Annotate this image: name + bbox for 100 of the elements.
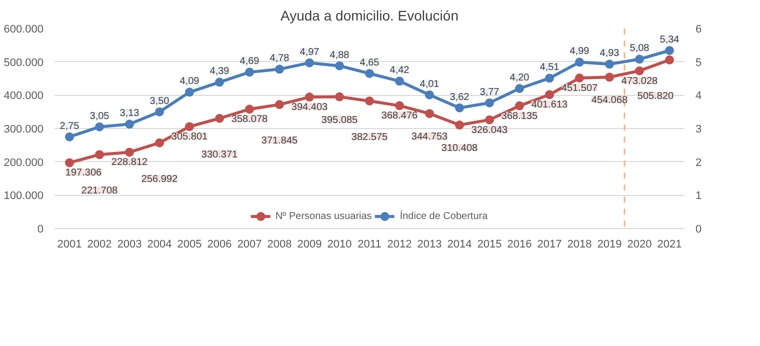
data-label: 4,78 bbox=[270, 53, 290, 64]
data-label: 2,75 bbox=[60, 120, 80, 132]
y2-tick-label: 5 bbox=[696, 56, 702, 69]
point bbox=[245, 68, 254, 77]
data-label: 344.753 bbox=[411, 132, 448, 143]
point bbox=[275, 64, 284, 74]
x-tick-label: 2008 bbox=[267, 238, 292, 250]
x-tick-label: 2013 bbox=[417, 238, 442, 250]
point bbox=[575, 74, 584, 82]
data-label: 395.085 bbox=[321, 114, 358, 126]
point bbox=[455, 120, 464, 130]
point bbox=[515, 84, 524, 93]
data-label: 4,51 bbox=[540, 62, 560, 74]
data-label: 228.812 bbox=[111, 157, 148, 168]
data-label: 4,99 bbox=[570, 46, 590, 58]
point bbox=[545, 74, 554, 83]
data-label: 326.043 bbox=[471, 124, 508, 136]
data-label: 4,69 bbox=[240, 56, 260, 68]
data-label: 305.801 bbox=[171, 132, 208, 143]
data-label: 3,62 bbox=[450, 92, 470, 103]
point bbox=[65, 158, 74, 168]
data-label: 368.476 bbox=[381, 110, 418, 122]
y2-tick-label: 1 bbox=[696, 190, 702, 202]
data-label: 454.068 bbox=[591, 95, 628, 106]
x-tick-label: 2006 bbox=[207, 238, 232, 250]
point bbox=[605, 72, 614, 82]
point bbox=[275, 100, 284, 110]
data-label: 505.820 bbox=[637, 90, 674, 102]
data-label: 221.708 bbox=[81, 186, 118, 197]
y-tick-label: 500.000 bbox=[4, 56, 44, 69]
x-tick-label: 2005 bbox=[177, 238, 202, 250]
y-tick-label: 400.000 bbox=[4, 90, 44, 102]
data-label: 256.992 bbox=[141, 174, 178, 185]
x-tick-label: 2015 bbox=[477, 238, 502, 250]
x-tick-label: 2007 bbox=[237, 238, 262, 250]
data-label: 382.575 bbox=[351, 132, 388, 143]
point bbox=[455, 103, 464, 112]
data-label: 3,77 bbox=[480, 86, 500, 98]
point bbox=[245, 104, 254, 114]
y2-tick-label: 6 bbox=[696, 24, 702, 36]
data-label: 473.028 bbox=[621, 76, 658, 87]
x-tick-label: 2021 bbox=[657, 238, 682, 250]
point bbox=[185, 122, 194, 132]
x-tick-label: 2012 bbox=[387, 238, 412, 250]
data-label: 368.135 bbox=[501, 110, 538, 122]
point bbox=[485, 115, 494, 124]
data-label: 330.371 bbox=[201, 149, 238, 160]
y2-tick-label: 3 bbox=[696, 124, 702, 136]
point bbox=[395, 101, 404, 110]
point bbox=[425, 109, 434, 118]
y2-tick-label: 4 bbox=[696, 90, 702, 102]
point bbox=[125, 120, 134, 129]
data-label: 4,09 bbox=[180, 76, 200, 88]
x-tick-label: 2019 bbox=[597, 238, 622, 250]
point bbox=[305, 92, 314, 102]
x-tick-label: 2002 bbox=[87, 238, 112, 250]
point bbox=[395, 76, 404, 86]
x-tick-label: 2004 bbox=[147, 238, 172, 250]
point bbox=[635, 66, 644, 76]
y-tick-label: 0 bbox=[37, 224, 44, 236]
point bbox=[95, 150, 104, 160]
data-label: 3,13 bbox=[120, 108, 140, 120]
data-label: 3,50 bbox=[150, 96, 170, 107]
y2-tick-label: 2 bbox=[696, 156, 702, 169]
data-label: 394.403 bbox=[291, 102, 328, 114]
point bbox=[215, 114, 224, 123]
y-tick-label: 600.000 bbox=[4, 24, 44, 36]
data-label: 4,93 bbox=[600, 48, 620, 60]
data-label: 4,01 bbox=[420, 78, 440, 90]
data-label: 4,97 bbox=[300, 46, 320, 58]
y2-tick-label: 0 bbox=[696, 224, 702, 236]
x-tick-label: 2014 bbox=[447, 238, 472, 250]
x-tick-label: 2010 bbox=[327, 238, 352, 250]
y-tick-label: 200.000 bbox=[4, 156, 44, 169]
x-tick-label: 2011 bbox=[358, 238, 382, 250]
y-tick-label: 100.000 bbox=[4, 190, 44, 202]
x-tick-label: 2003 bbox=[117, 238, 142, 250]
data-label: 5,34 bbox=[660, 34, 680, 46]
data-label: 358.078 bbox=[231, 114, 268, 126]
point bbox=[365, 96, 374, 106]
point bbox=[215, 78, 224, 87]
data-label: 4,39 bbox=[210, 66, 230, 78]
chart-title: Ayuda a domicilio. Evolución bbox=[280, 8, 458, 24]
point bbox=[155, 138, 164, 148]
point bbox=[515, 101, 524, 110]
point bbox=[635, 54, 644, 64]
data-label: 5,08 bbox=[630, 43, 650, 54]
data-label: 4,88 bbox=[330, 50, 350, 61]
x-tick-label: 2017 bbox=[537, 238, 562, 250]
point bbox=[185, 88, 194, 97]
x-tick-label: 2020 bbox=[627, 238, 652, 250]
data-label: 3,05 bbox=[90, 110, 110, 122]
x-tick-label: 2009 bbox=[297, 238, 322, 250]
data-label: 197.306 bbox=[65, 168, 102, 179]
data-label: 4,65 bbox=[360, 58, 380, 68]
point bbox=[365, 69, 374, 78]
point bbox=[665, 46, 674, 55]
data-label: 310.408 bbox=[441, 143, 478, 154]
data-label: 451.507 bbox=[561, 83, 598, 94]
data-label: 4,20 bbox=[510, 72, 530, 84]
